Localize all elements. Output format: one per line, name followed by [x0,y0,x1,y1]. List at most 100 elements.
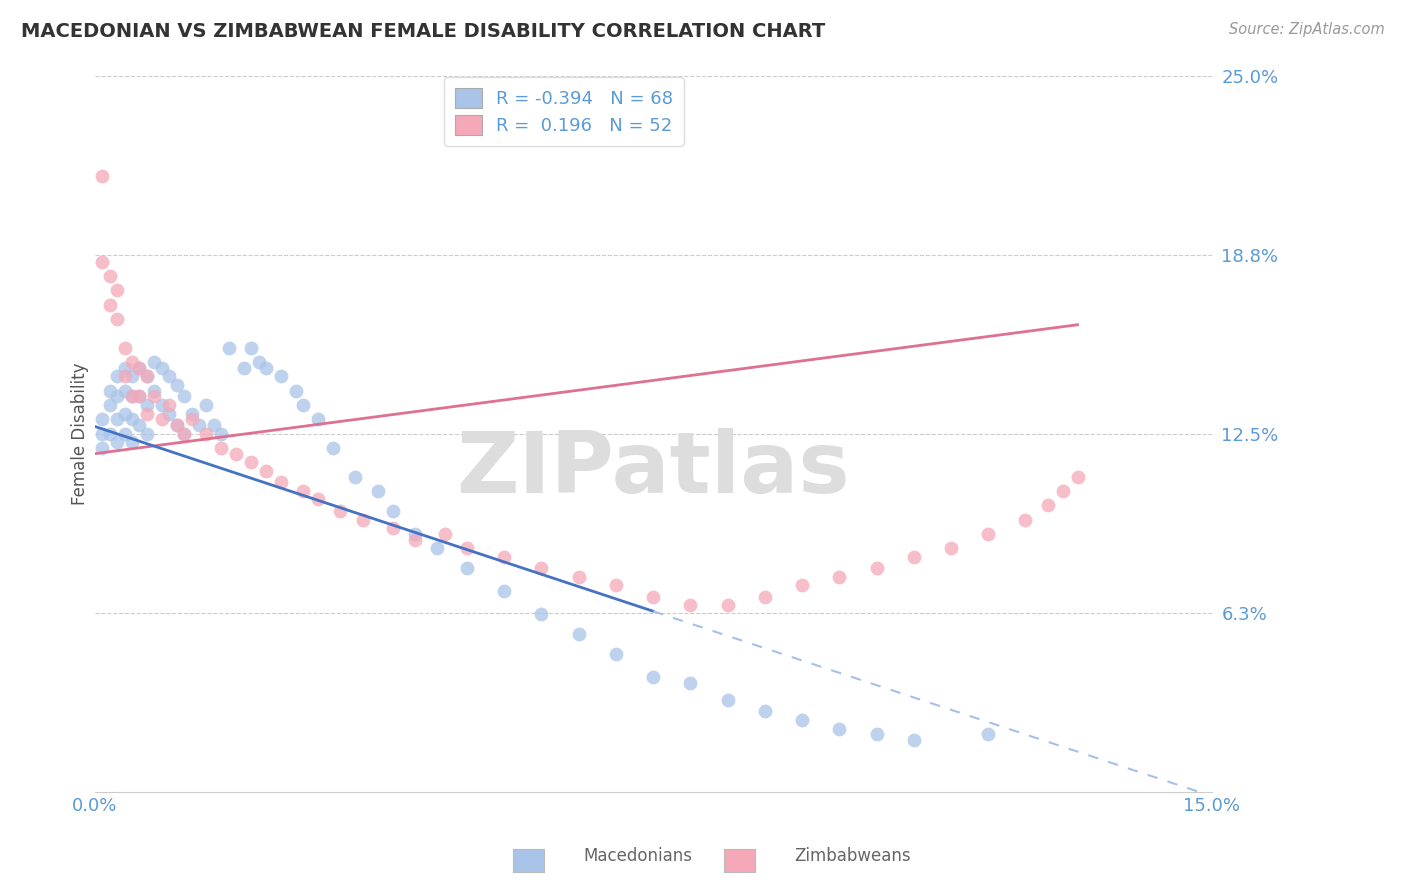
Point [568,627,591,641]
Point [105,412,128,426]
Point [188,417,211,432]
Point [195,398,218,412]
Point [121,412,143,426]
Point [209,426,232,441]
Point [128,360,150,375]
Point [292,483,315,498]
Point [1014,512,1036,526]
Point [828,722,851,736]
Point [307,492,329,507]
Point [1036,498,1059,512]
Point [284,384,307,398]
Point [240,341,263,355]
Point [292,398,315,412]
Point [157,398,180,412]
Point [105,284,128,298]
Point [91,441,114,455]
Point [404,533,426,547]
Point [232,360,254,375]
Point [121,435,143,450]
Point [433,527,456,541]
Point [1066,469,1088,483]
Point [121,389,143,403]
Point [404,527,426,541]
Point [939,541,962,556]
Point [254,464,277,478]
Point [105,312,128,326]
Point [202,417,225,432]
Point [530,561,553,575]
Point [218,341,240,355]
Point [270,475,292,490]
Point [456,541,478,556]
Legend: R = -0.394   N = 68, R =  0.196   N = 52: R = -0.394 N = 68, R = 0.196 N = 52 [444,78,683,146]
Y-axis label: Female Disability: Female Disability [72,362,89,505]
Point [143,389,166,403]
Point [121,369,143,384]
Point [180,412,202,426]
Point [173,389,195,403]
Point [344,469,367,483]
Point [195,426,218,441]
Point [135,369,157,384]
Point [98,268,121,283]
Point [903,733,925,747]
Point [150,398,173,412]
Point [105,435,128,450]
Point [143,384,166,398]
Point [494,584,516,599]
Point [1052,483,1074,498]
Point [381,504,404,518]
Point [643,670,665,684]
Point [128,389,150,403]
Point [166,417,188,432]
Point [679,676,702,690]
Point [157,407,180,421]
Point [679,599,702,613]
Point [209,441,232,455]
Point [270,369,292,384]
Point [977,527,1000,541]
Point [91,412,114,426]
Point [157,369,180,384]
Point [240,455,263,469]
Point [98,398,121,412]
Point [135,426,157,441]
Point [322,441,344,455]
Point [114,341,136,355]
Point [367,483,389,498]
Point [643,590,665,604]
Point [166,378,188,392]
Point [605,578,627,592]
Point [91,169,114,183]
Point [717,693,740,707]
Point [568,570,591,584]
Point [91,426,114,441]
Point [426,541,449,556]
Point [121,389,143,403]
Point [173,426,195,441]
Point [173,426,195,441]
Point [98,384,121,398]
Point [180,407,202,421]
Text: Macedonians: Macedonians [583,847,693,864]
Point [865,727,887,741]
Point [717,599,740,613]
Point [247,355,270,369]
Point [254,360,277,375]
Point [128,389,150,403]
Point [150,412,173,426]
Point [605,647,627,661]
Point [105,369,128,384]
Point [530,607,553,621]
Point [135,398,157,412]
Point [91,254,114,268]
Point [121,355,143,369]
Point [754,705,776,719]
Point [135,369,157,384]
Point [114,360,136,375]
Point [225,447,247,461]
Point [754,590,776,604]
Text: Zimbabweans: Zimbabweans [794,847,911,864]
Point [329,504,352,518]
